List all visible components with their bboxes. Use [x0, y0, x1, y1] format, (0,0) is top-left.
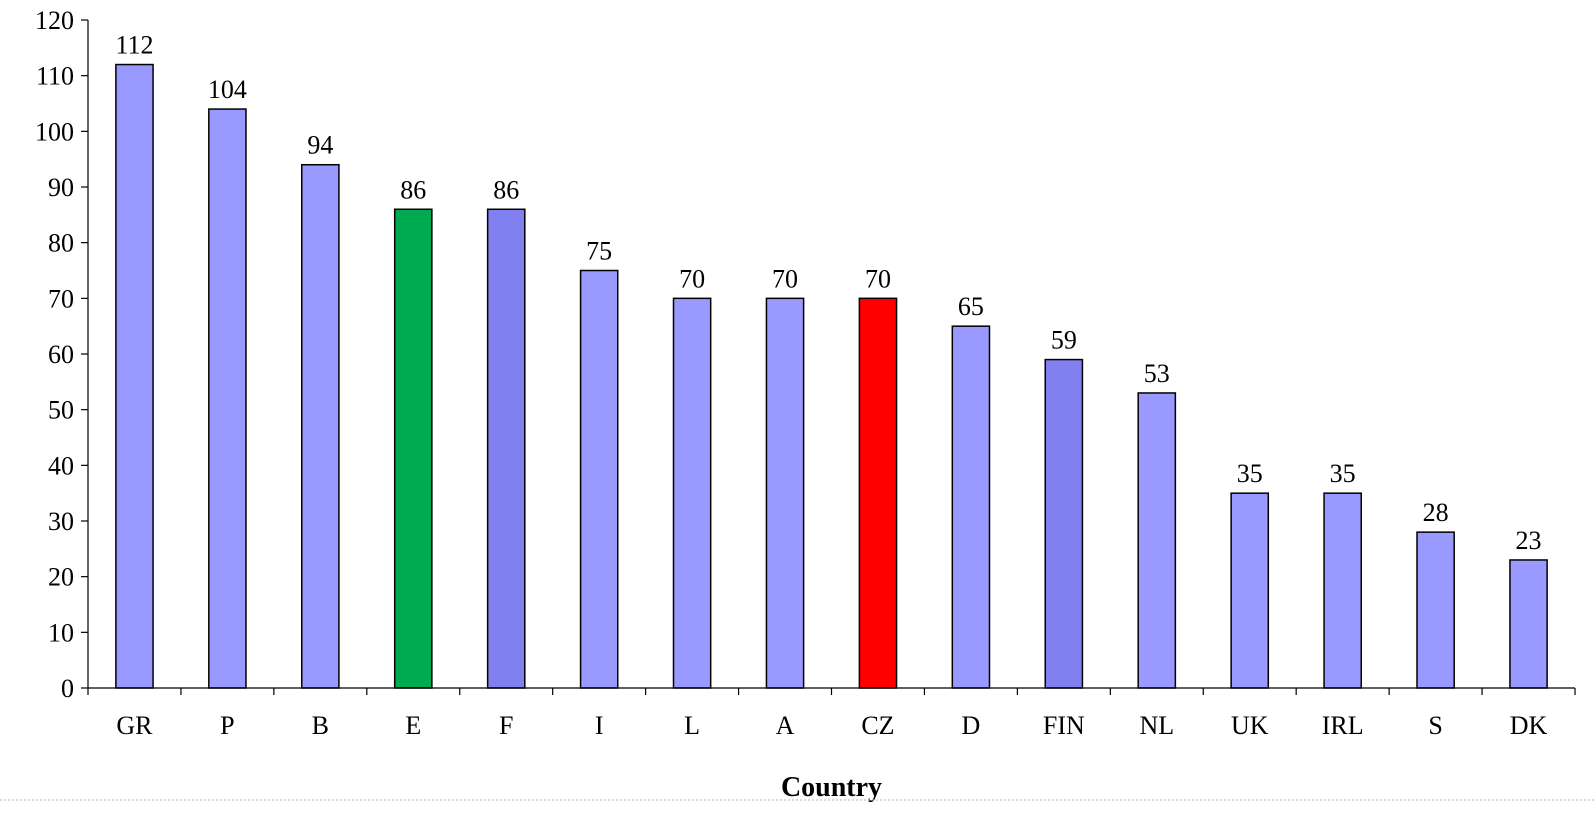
bar-nl: [1137, 392, 1177, 689]
x-axis-title: Country: [781, 772, 882, 803]
data-label-cz: 70: [865, 264, 891, 293]
y-tick-label: 0: [61, 674, 74, 703]
data-label-a: 70: [772, 264, 798, 293]
data-label-nl: 53: [1144, 359, 1170, 388]
category-label-d: D: [962, 711, 981, 740]
y-tick-label: 100: [35, 117, 74, 146]
y-tick-label: 110: [36, 62, 74, 91]
category-label-f: F: [499, 711, 513, 740]
y-tick-label: 120: [35, 6, 74, 35]
category-label-dk: DK: [1510, 711, 1548, 740]
bar-a: [765, 297, 805, 689]
data-label-l: 70: [679, 264, 705, 293]
data-label-s: 28: [1423, 498, 1449, 527]
category-label-s: S: [1428, 711, 1442, 740]
bar-l: [672, 297, 712, 689]
bar-d: [951, 325, 991, 689]
bar-irl: [1323, 492, 1362, 689]
y-tick-label: 60: [48, 340, 74, 369]
data-label-dk: 23: [1516, 526, 1542, 555]
y-tick-label: 90: [48, 173, 74, 202]
category-label-i: I: [595, 711, 604, 740]
bar-s: [1416, 531, 1455, 689]
bar-gr: [115, 63, 154, 689]
y-tick-label: 20: [48, 563, 74, 592]
data-label-uk: 35: [1237, 459, 1263, 488]
data-label-gr: 112: [115, 31, 153, 60]
category-label-b: B: [312, 711, 329, 740]
data-label-irl: 35: [1330, 459, 1356, 488]
category-label-a: A: [776, 711, 795, 740]
y-tick-label: 80: [48, 229, 74, 258]
y-tick-label: 10: [48, 618, 74, 647]
y-tick-label: 70: [48, 284, 74, 313]
data-label-b: 94: [307, 131, 333, 160]
y-axis-ticks: 0 10 20 30 40 50 60 70 80 90 100 110 120: [35, 6, 88, 703]
data-label-i: 75: [586, 237, 612, 266]
bar-p: [208, 108, 247, 689]
bars-group: 112 104 94 86 86 75 70 70 70 65 59 53 35 35 28 23: [115, 31, 1548, 689]
y-tick-label: 40: [48, 451, 74, 480]
bar-i: [579, 269, 619, 689]
bar-b: [301, 163, 340, 689]
bar-e: [393, 208, 433, 689]
bar-fin: [1044, 358, 1084, 689]
bar-cz: [858, 297, 898, 689]
category-label-uk: UK: [1231, 711, 1269, 740]
category-label-irl: IRL: [1322, 711, 1364, 740]
category-label-nl: NL: [1139, 711, 1174, 740]
data-label-fin: 59: [1051, 326, 1077, 355]
category-label-l: L: [684, 711, 700, 740]
category-label-p: P: [220, 711, 234, 740]
category-label-fin: FIN: [1043, 711, 1085, 740]
category-label-cz: CZ: [861, 711, 894, 740]
data-label-d: 65: [958, 292, 984, 321]
data-label-f: 86: [493, 175, 519, 204]
y-tick-label: 30: [48, 507, 74, 536]
y-tick-label: 50: [48, 396, 74, 425]
bar-f: [486, 208, 526, 689]
category-label-gr: GR: [116, 711, 153, 740]
bar-uk: [1230, 492, 1270, 689]
data-label-e: 86: [400, 175, 426, 204]
bar-dk: [1509, 559, 1548, 689]
category-label-e: E: [405, 711, 421, 740]
data-label-p: 104: [208, 75, 247, 104]
x-axis-ticks: GR P B E F I L A CZ D FIN NL UK IRL S DK: [87, 688, 1576, 740]
